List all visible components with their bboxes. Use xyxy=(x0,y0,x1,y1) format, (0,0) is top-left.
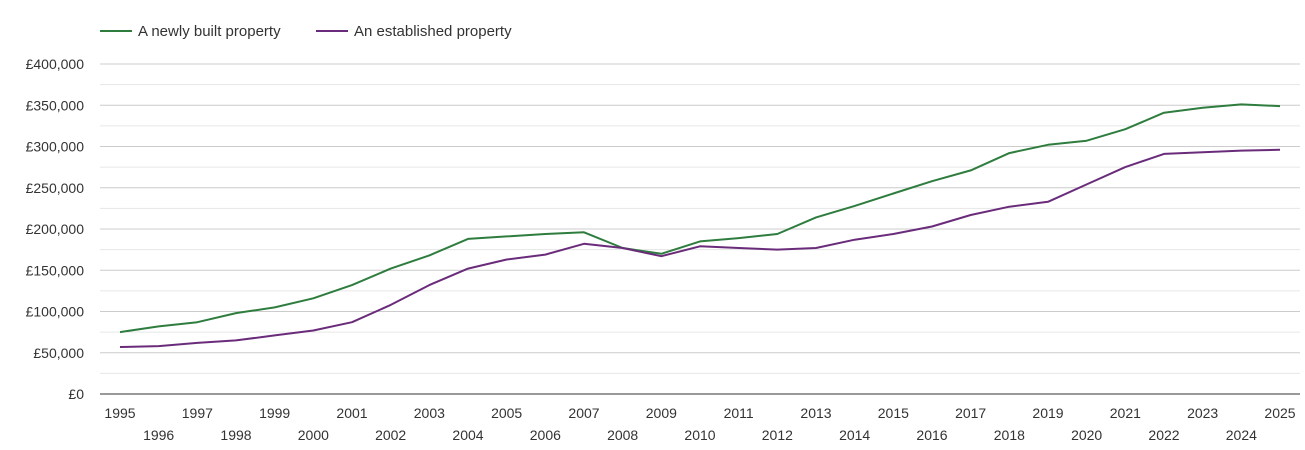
x-tick-label: 2000 xyxy=(298,427,329,443)
x-tick-label: 2025 xyxy=(1264,405,1295,421)
y-tick-label: £0 xyxy=(68,386,84,402)
grid-lines xyxy=(100,63,1300,395)
x-tick-label: 2010 xyxy=(684,427,715,443)
x-tick-label: 1995 xyxy=(104,405,135,421)
x-tick-label: 2018 xyxy=(994,427,1025,443)
x-tick-label: 2023 xyxy=(1187,405,1218,421)
x-tick-label: 2003 xyxy=(414,405,445,421)
y-tick-label: £100,000 xyxy=(26,304,85,320)
x-tick-label: 2008 xyxy=(607,427,638,443)
x-tick-label: 2019 xyxy=(1032,405,1063,421)
legend: A newly built property An established pr… xyxy=(100,23,512,40)
x-tick-label: 2017 xyxy=(955,405,986,421)
series-lines xyxy=(119,103,1281,348)
x-tick-label: 2024 xyxy=(1226,427,1257,443)
y-tick-label: £150,000 xyxy=(26,262,85,278)
y-tick-label: £50,000 xyxy=(33,345,84,361)
x-tick-label: 2016 xyxy=(916,427,947,443)
y-tick-label: £300,000 xyxy=(26,139,85,155)
x-tick-label: 2001 xyxy=(336,405,367,421)
x-tick-label: 2009 xyxy=(646,405,677,421)
x-tick-label: 2013 xyxy=(800,405,831,421)
x-tick-label: 1997 xyxy=(182,405,213,421)
series-line-established xyxy=(119,148,1281,348)
x-tick-label: 2014 xyxy=(839,427,870,443)
x-tick-label: 2022 xyxy=(1148,427,1179,443)
y-tick-label: £400,000 xyxy=(26,56,85,72)
x-tick-label: 1998 xyxy=(220,427,251,443)
x-tick-label: 2011 xyxy=(724,405,754,421)
x-tick-label: 2020 xyxy=(1071,427,1102,443)
y-tick-label: £350,000 xyxy=(26,97,85,113)
x-tick-label: 2007 xyxy=(568,405,599,421)
x-tick-label: 2012 xyxy=(762,427,793,443)
legend-label-newly-built: A newly built property xyxy=(138,23,281,40)
x-tick-label: 2005 xyxy=(491,405,522,421)
x-tick-label: 2004 xyxy=(452,427,483,443)
series-line-newly-built xyxy=(119,103,1281,334)
x-tick-label: 2021 xyxy=(1110,405,1141,421)
x-tick-label: 2015 xyxy=(878,405,909,421)
legend-label-established: An established property xyxy=(354,23,512,40)
y-axis: £0 £50,000 £100,000 £150,000 £200,000 £250,00… xyxy=(26,56,85,402)
x-axis: 1995 1996 1997 1998 1999 2000 2001 2002 2003 2004… xyxy=(104,405,1295,443)
x-tick-label: 1996 xyxy=(143,427,174,443)
x-tick-label: 1999 xyxy=(259,405,290,421)
x-tick-label: 2002 xyxy=(375,427,406,443)
x-tick-label: 2006 xyxy=(530,427,561,443)
y-tick-label: £250,000 xyxy=(26,180,85,196)
y-tick-label: £200,000 xyxy=(26,221,85,237)
